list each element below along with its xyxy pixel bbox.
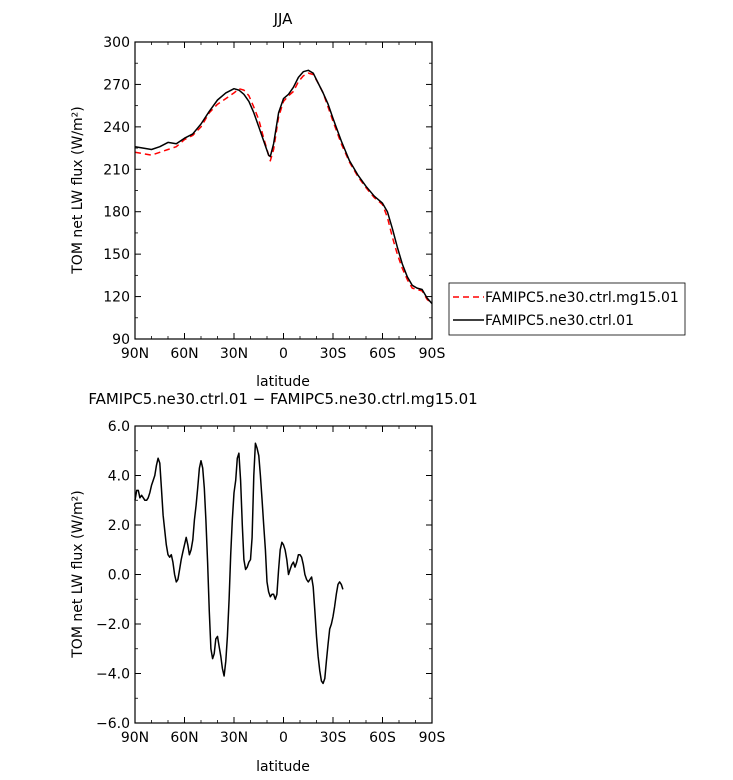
legend-label-ctrl: FAMIPC5.ne30.ctrl.01 [485, 313, 634, 329]
top-chart-ylabel: TOM net LW flux (W/m²) [70, 106, 86, 275]
top-chart-y-tick-label: 90 [112, 332, 130, 348]
bottom-chart-y-tick-label: 6.0 [108, 419, 130, 435]
bottom-chart: FAMIPC5.ne30.ctrl.01 − FAMIPC5.ne30.ctrl… [70, 390, 478, 775]
top-chart-title: JJA [273, 10, 294, 28]
top-chart-x-tick-label: 60S [369, 346, 396, 362]
bottom-chart-x-tick-label: 60S [369, 730, 396, 746]
top-chart-x-tick-label: 30S [320, 346, 347, 362]
top-chart-y-tick-label: 240 [103, 120, 130, 136]
top-chart-x-tick-label: 90N [121, 346, 149, 362]
top-chart-y-tick-label: 150 [103, 247, 130, 263]
bottom-chart-y-tick-label: −6.0 [96, 716, 130, 732]
bottom-chart-frame [134, 425, 433, 724]
top-chart-ticks: 90N 60N 30N 0 30S 60S 90S 90 120 150 180 210 240 270 3… [103, 35, 445, 362]
bottom-chart-x-tick-label: 90S [419, 730, 446, 746]
bottom-chart-y-tick-label: −2.0 [96, 617, 130, 633]
top-chart-y-tick-label: 270 [103, 77, 130, 93]
top-chart-y-tick-label: 180 [103, 205, 130, 221]
top-chart-frame [134, 41, 433, 340]
bottom-chart-y-tick-label: 4.0 [108, 469, 130, 485]
legend-label-ctrl-mg15: FAMIPC5.ne30.ctrl.mg15.01 [485, 290, 679, 306]
top-chart: JJA 90N 60N 30N 0 30S 60S 90S 90 120 150 180 210 240… [70, 10, 686, 390]
bottom-chart-series-line-0 [134, 442, 344, 685]
top-chart-curves [134, 69, 433, 305]
bottom-chart-ylabel: TOM net LW flux (W/m²) [70, 490, 86, 659]
top-chart-series-line-0 [134, 72, 433, 305]
legend-box [448, 282, 686, 336]
top-chart-x-tick-label: 0 [279, 346, 288, 362]
bottom-chart-curves [134, 442, 344, 685]
top-chart-y-tick-label: 300 [103, 35, 130, 51]
bottom-chart-x-tick-label: 0 [279, 730, 288, 746]
top-chart-x-tick-label: 60N [170, 346, 198, 362]
legend: FAMIPC5.ne30.ctrl.mg15.01 FAMIPC5.ne30.c… [448, 282, 686, 336]
bottom-chart-y-tick-label: 0.0 [108, 568, 130, 584]
top-chart-xlabel: latitude [256, 374, 310, 390]
top-chart-y-tick-label: 210 [103, 162, 130, 178]
bottom-chart-title: FAMIPC5.ne30.ctrl.01 − FAMIPC5.ne30.ctrl… [88, 390, 477, 408]
bottom-chart-xlabel: latitude [256, 759, 310, 775]
top-chart-x-tick-label: 90S [419, 346, 446, 362]
bottom-chart-y-tick-label: 2.0 [108, 518, 130, 534]
top-chart-series-line-1 [134, 69, 433, 305]
bottom-chart-y-tick-label: −4.0 [96, 667, 130, 683]
top-chart-x-tick-label: 30N [220, 346, 248, 362]
bottom-chart-x-tick-label: 60N [170, 730, 198, 746]
bottom-chart-x-tick-label: 90N [121, 730, 149, 746]
bottom-chart-x-tick-label: 30N [220, 730, 248, 746]
bottom-chart-ticks: 90N 60N 30N 0 30S 60S 90S −6.0 −4.0 −2.0 0.0 2.0 4.0… [96, 419, 445, 746]
bottom-chart-x-tick-label: 30S [320, 730, 347, 746]
top-chart-y-tick-label: 120 [103, 290, 130, 306]
